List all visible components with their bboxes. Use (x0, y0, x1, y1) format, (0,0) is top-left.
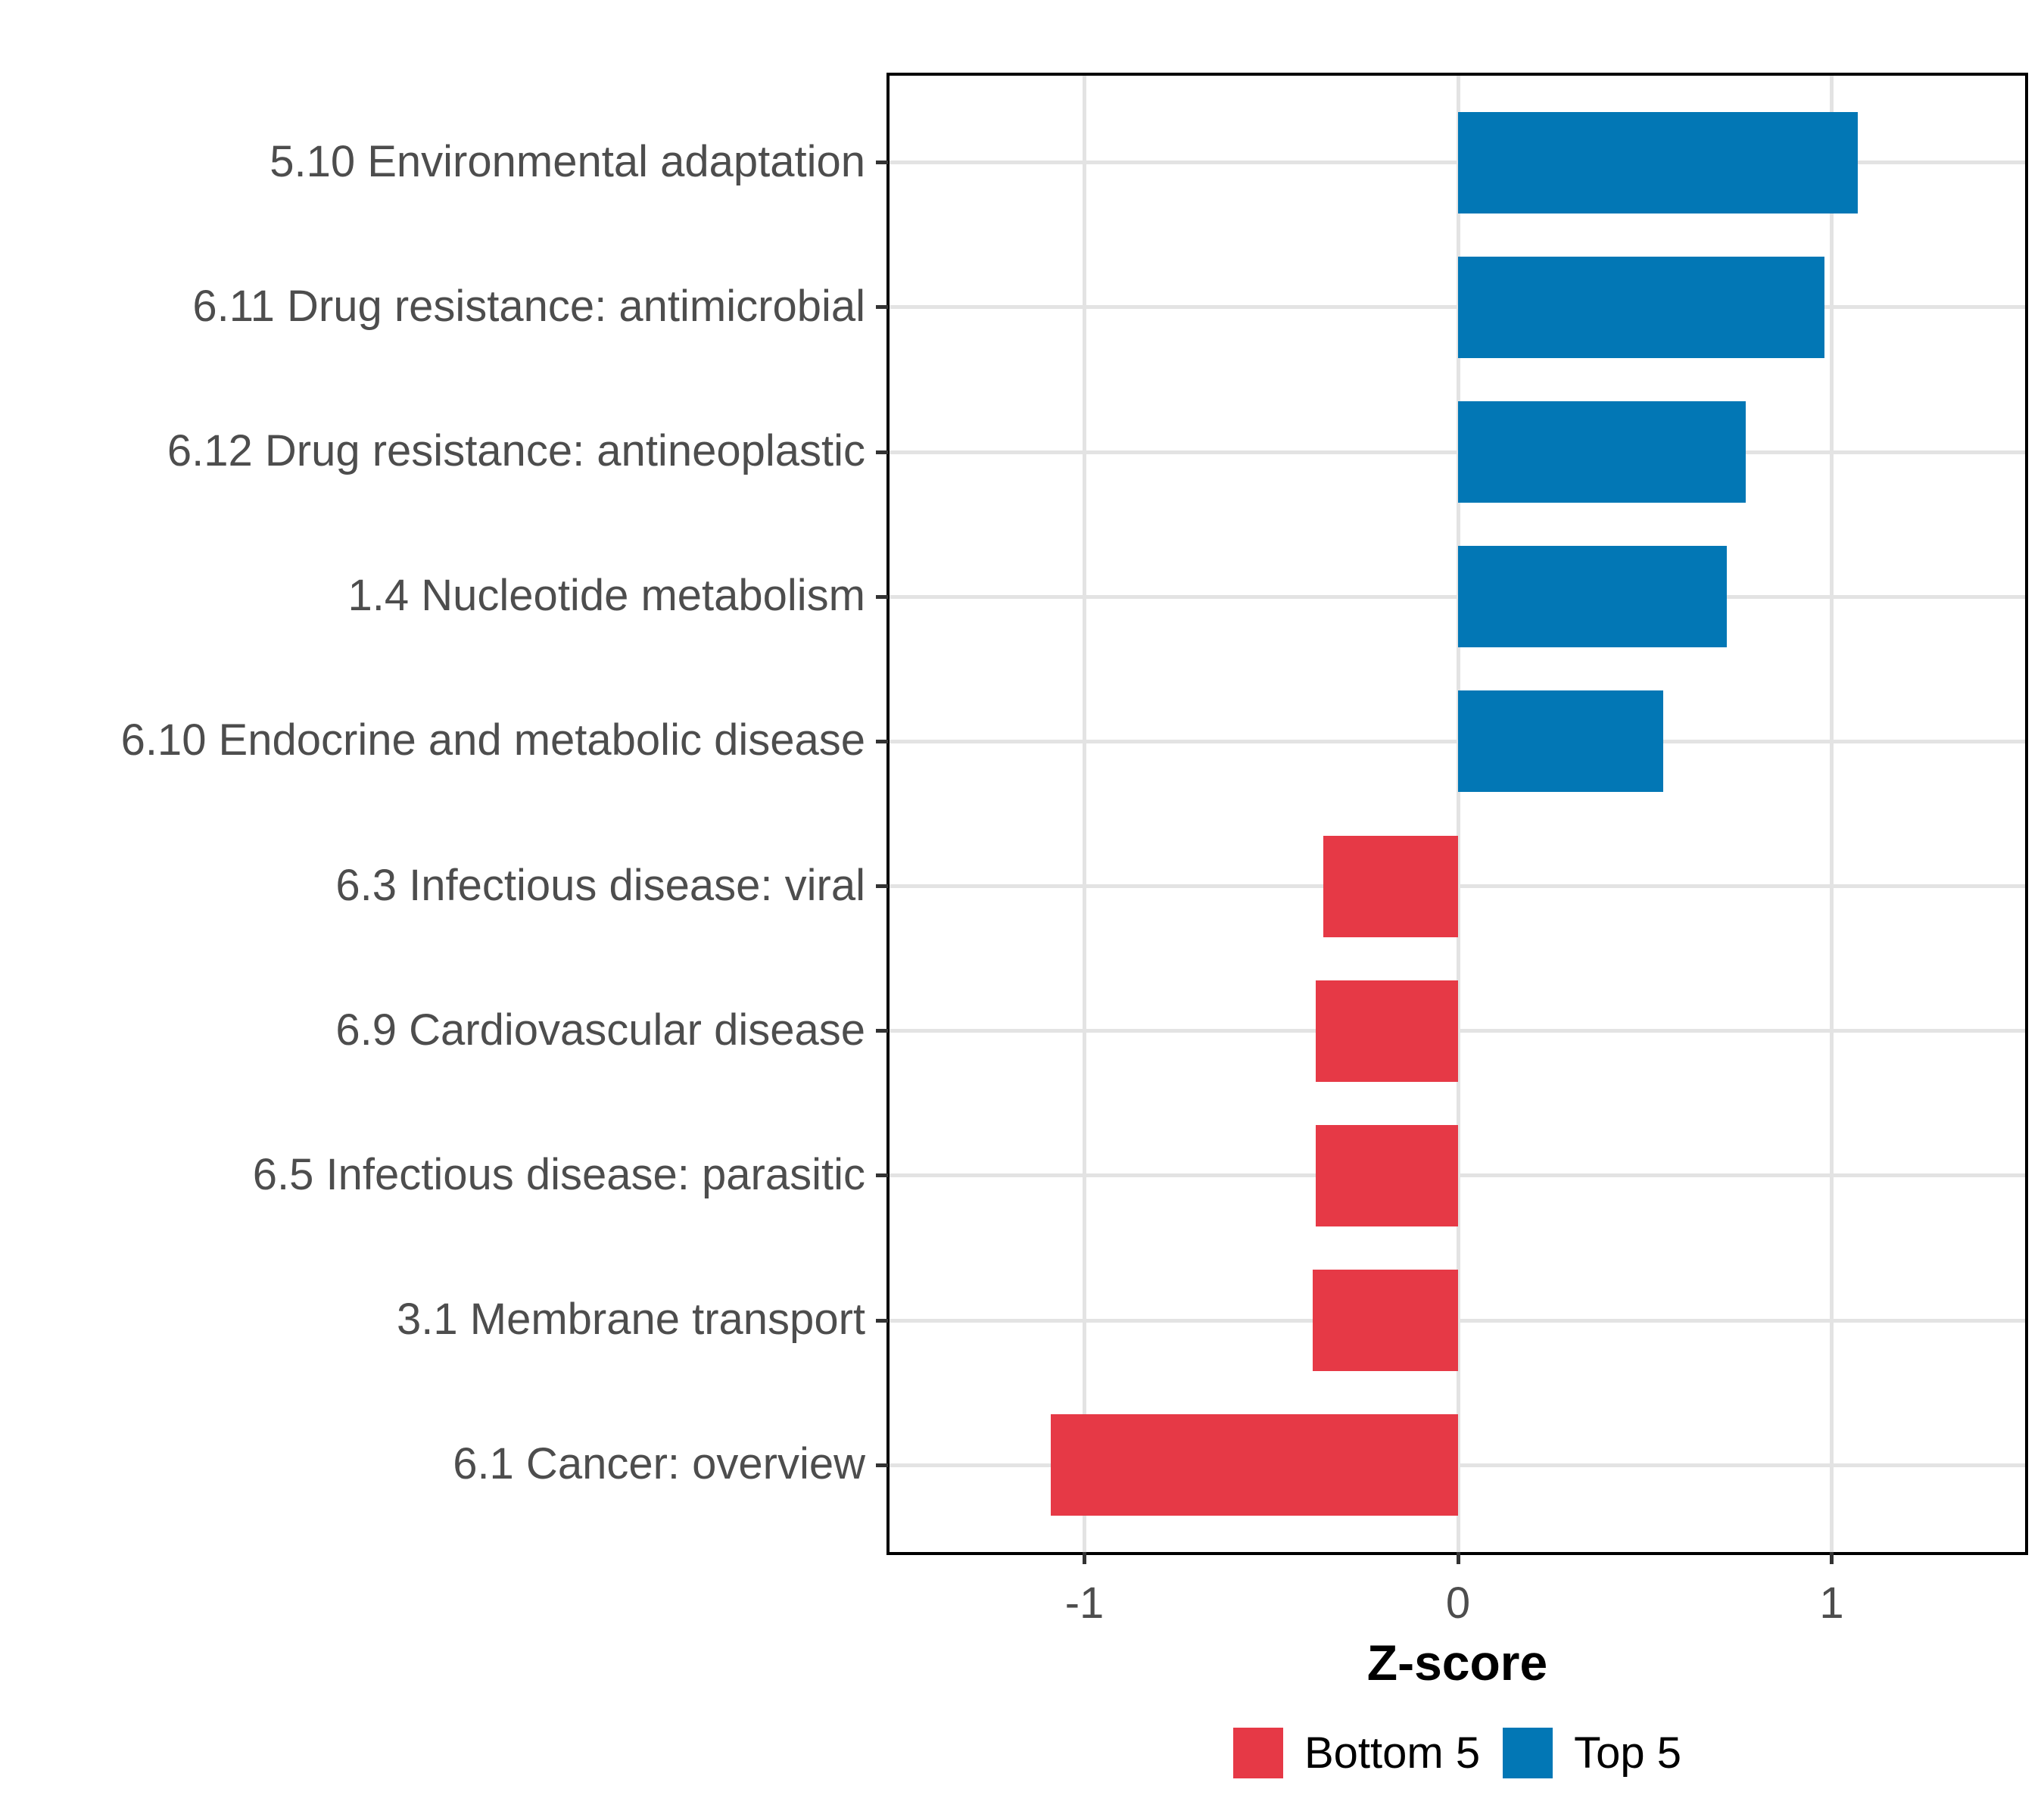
bar-top5 (1458, 546, 1728, 648)
legend-item: Bottom 5 (1232, 1728, 1481, 1778)
bar-top5 (1458, 111, 1859, 213)
bar-top5 (1458, 401, 1746, 503)
category-label: 5.10 Environmental adaptation (270, 136, 865, 186)
category-label: 6.9 Cardiovascular disease (335, 1005, 865, 1055)
y-axis-tick (876, 739, 888, 743)
category-label: 6.1 Cancer: overview (453, 1439, 865, 1489)
x-axis-tick (1830, 1552, 1834, 1564)
y-axis-tick (876, 450, 888, 454)
legend-swatch (1232, 1728, 1283, 1778)
bar-bottom5 (1316, 1124, 1458, 1226)
x-axis-tick-label: 0 (1445, 1579, 1471, 1628)
x-axis-tick (1083, 1552, 1086, 1564)
y-axis-tick (876, 1173, 888, 1178)
bar-bottom5 (1051, 1414, 1458, 1516)
gridline-x (1830, 76, 1834, 1552)
y-axis-tick (876, 161, 888, 165)
legend-swatch (1503, 1728, 1553, 1778)
category-label: 6.5 Infectious disease: parasitic (252, 1150, 865, 1200)
category-label: 6.12 Drug resistance: antineoplastic (167, 426, 865, 476)
bar-bottom5 (1316, 980, 1458, 1082)
gridline-x (1456, 76, 1460, 1552)
bar-top5 (1458, 690, 1664, 793)
category-label: 6.3 Infectious disease: viral (335, 860, 865, 910)
bar-bottom5 (1323, 835, 1458, 937)
y-axis-tick (876, 1318, 888, 1323)
legend-item: Top 5 (1503, 1728, 1681, 1778)
bar-top5 (1458, 256, 1824, 358)
category-label: 1.4 Nucleotide metabolism (347, 571, 865, 621)
x-axis-tick-label: -1 (1064, 1579, 1105, 1628)
x-axis-title: Z-score (1366, 1635, 1548, 1691)
gridline-x (1083, 76, 1086, 1552)
legend: Bottom 5 Top 5 (890, 1728, 2025, 1778)
x-axis-tick-label: 1 (1819, 1579, 1844, 1628)
y-axis-tick (876, 1463, 888, 1467)
legend-label: Bottom 5 (1304, 1728, 1481, 1778)
legend-label: Top 5 (1574, 1728, 1681, 1778)
category-label: 3.1 Membrane transport (397, 1295, 865, 1345)
y-axis-tick (876, 884, 888, 889)
category-label: 6.11 Drug resistance: antimicrobial (192, 282, 865, 332)
y-axis-tick (876, 1029, 888, 1033)
category-label: 6.10 Endocrine and metabolic disease (120, 715, 865, 765)
y-axis-tick (876, 305, 888, 310)
y-axis-tick (876, 594, 888, 599)
bar-bottom5 (1312, 1270, 1458, 1372)
x-axis-tick (1456, 1552, 1460, 1564)
